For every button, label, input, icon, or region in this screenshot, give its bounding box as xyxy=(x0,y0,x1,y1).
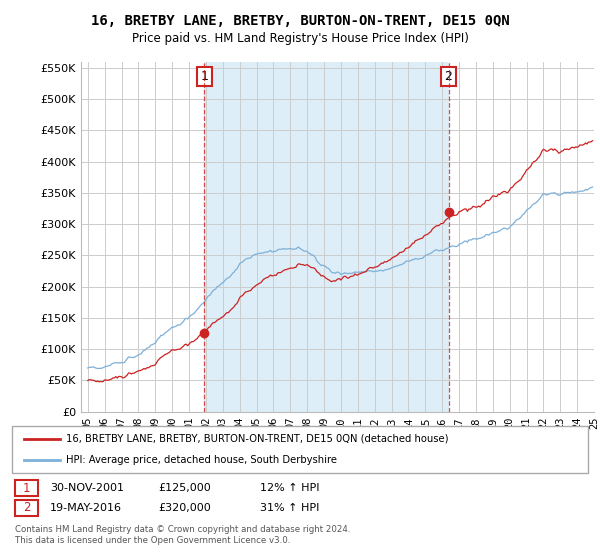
Text: £320,000: £320,000 xyxy=(158,503,211,513)
Text: HPI: Average price, detached house, South Derbyshire: HPI: Average price, detached house, Sout… xyxy=(66,455,337,465)
Text: Price paid vs. HM Land Registry's House Price Index (HPI): Price paid vs. HM Land Registry's House … xyxy=(131,32,469,45)
Text: 12% ↑ HPI: 12% ↑ HPI xyxy=(260,483,319,493)
Text: 2: 2 xyxy=(445,71,452,83)
Bar xyxy=(205,62,449,412)
Text: 2: 2 xyxy=(23,501,30,515)
Text: 16, BRETBY LANE, BRETBY, BURTON-ON-TRENT, DE15 0QN: 16, BRETBY LANE, BRETBY, BURTON-ON-TRENT… xyxy=(91,14,509,28)
Text: 19-MAY-2016: 19-MAY-2016 xyxy=(50,503,122,513)
Text: 1: 1 xyxy=(200,71,208,83)
Text: 16, BRETBY LANE, BRETBY, BURTON-ON-TRENT, DE15 0QN (detached house): 16, BRETBY LANE, BRETBY, BURTON-ON-TRENT… xyxy=(66,434,449,444)
Text: Contains HM Land Registry data © Crown copyright and database right 2024.
This d: Contains HM Land Registry data © Crown c… xyxy=(15,525,350,545)
Text: 1: 1 xyxy=(23,482,30,495)
Text: £125,000: £125,000 xyxy=(158,483,211,493)
Text: 30-NOV-2001: 30-NOV-2001 xyxy=(50,483,124,493)
Text: 31% ↑ HPI: 31% ↑ HPI xyxy=(260,503,319,513)
